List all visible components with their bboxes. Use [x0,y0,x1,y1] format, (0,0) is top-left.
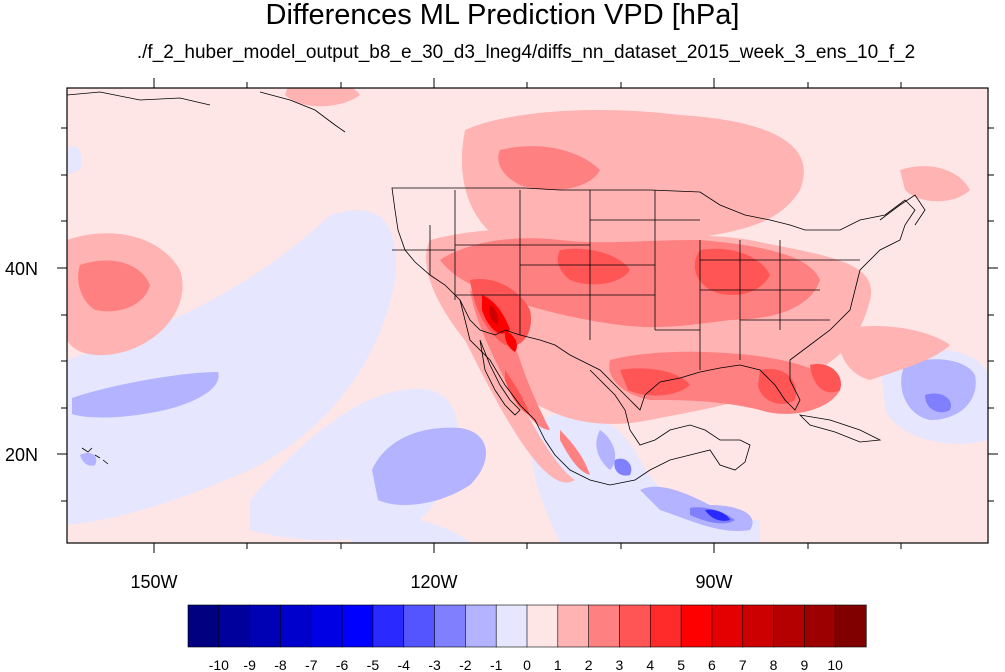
map-subtitle: ./f_2_huber_model_output_b8_e_30_d3_lneg… [136,42,916,63]
colorbar-label: -5 [367,657,380,672]
colorbar-swatch [187,604,220,648]
colorbar-swatch [711,604,744,648]
negative-extreme-regions [705,509,730,521]
positive-peak-regions [489,305,499,325]
lon-label-120w: 120W [410,572,457,592]
colorbar-label: -1 [490,657,503,672]
colorbar-swatch [680,604,713,648]
colorbar-swatch [773,604,805,648]
colorbar-label: 1 [554,657,562,672]
colorbar-swatch [526,604,559,648]
colorbar-label: 0 [523,657,531,672]
colorbar-swatch [465,604,497,648]
colorbar-swatch [834,604,867,648]
colorbar-label: -8 [274,657,287,672]
geographic-boundaries [67,91,926,486]
colorbar-swatch [218,604,251,648]
colorbar-swatch [403,604,436,648]
lat-label-20n: 20N [5,445,38,465]
vpd-difference-field [67,88,988,543]
colorbar-label: 10 [827,657,843,672]
colorbar-label: 5 [677,657,685,672]
colorbar-label: -10 [209,657,229,672]
lat-label-40n: 40N [5,259,38,279]
colorbar-label: -2 [459,657,472,672]
map-title: Differences ML Prediction VPD [hPa] [265,0,740,31]
axis-ticks [57,78,998,553]
lon-label-150w: 150W [130,572,177,592]
colorbar-label: 6 [708,657,716,672]
colorbar-label: -4 [398,657,411,672]
colorbar-label: 2 [585,657,593,672]
colorbar-label: 3 [616,657,624,672]
colorbar-label: -3 [428,657,441,672]
colorbar-label: 7 [739,657,747,672]
colorbar-swatch [588,604,621,648]
colorbar-swatch [280,604,312,648]
colorbar-swatch [434,604,466,648]
colorbar-label: 4 [646,657,654,672]
colorbar-label: -7 [305,657,318,672]
colorbar-label: 9 [800,657,808,672]
colorbar-label: 8 [770,657,778,672]
colorbar-swatch [495,604,528,648]
colorbar-swatch [557,604,590,648]
lon-label-90w: 90W [695,572,732,592]
colorbar-swatch [341,604,374,648]
colorbar-swatch [372,604,405,648]
colorbar-swatch [804,604,836,648]
colorbar-swatch [249,604,282,648]
colorbar-swatch [649,604,682,648]
colorbar: -10 -9 -8 -7 -6 -5 -4 -3 -2 -1 0 1 2 3 4 5 6 7 8 9 10 [187,604,867,672]
colorbar-swatch [310,604,343,648]
colorbar-swatch [742,604,775,648]
colorbar-swatch [619,604,651,648]
colorbar-label: -6 [336,657,349,672]
colorbar-label: -9 [243,657,256,672]
